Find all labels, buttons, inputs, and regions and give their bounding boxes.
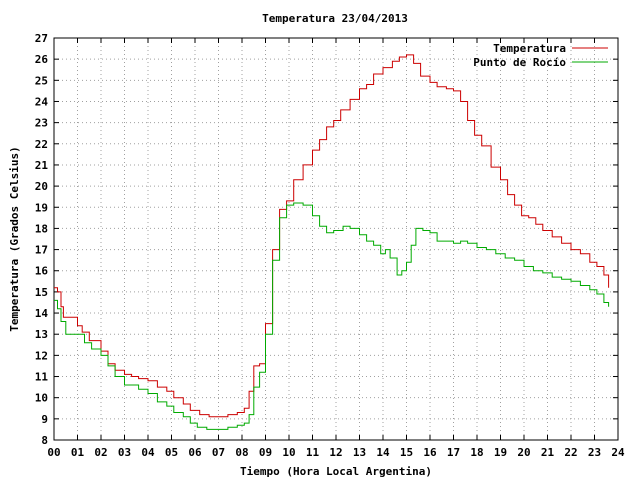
x-tick-label: 19	[494, 446, 507, 459]
y-tick-label: 12	[35, 349, 48, 362]
x-tick-label: 21	[541, 446, 555, 459]
y-tick-label: 16	[35, 265, 49, 278]
x-axis: 00 01 02 03 04 05 06 07 08 09 10 11 12 13 14 15 16 17 18 19…	[47, 38, 625, 459]
series-lines	[54, 54, 610, 430]
x-tick-label: 04	[141, 446, 155, 459]
grid	[54, 38, 618, 440]
y-tick-label: 26	[35, 53, 49, 66]
y-tick-label: 14	[35, 307, 49, 320]
x-tick-label: 00	[47, 446, 60, 459]
legend-label: Temperatura	[493, 42, 566, 55]
x-tick-label: 12	[329, 446, 342, 459]
x-tick-label: 08	[235, 446, 248, 459]
y-tick-label: 20	[35, 180, 48, 193]
y-tick-label: 11	[35, 371, 49, 384]
y-tick-label: 21	[35, 159, 49, 172]
x-tick-label: 06	[188, 446, 202, 459]
x-tick-label: 14	[376, 446, 390, 459]
x-tick-label: 09	[259, 446, 272, 459]
y-tick-label: 24	[35, 95, 49, 108]
series-line-1	[54, 54, 610, 418]
y-tick-label: 17	[35, 244, 48, 257]
chart-title: Temperatura 23/04/2013	[262, 12, 408, 25]
x-tick-label: 17	[447, 446, 460, 459]
y-tick-label: 19	[35, 201, 48, 214]
x-axis-label: Tiempo (Hora Local Argentina)	[240, 465, 432, 478]
y-tick-label: 13	[35, 328, 48, 341]
series-line-2	[54, 202, 610, 430]
x-tick-label: 10	[282, 446, 295, 459]
y-tick-label: 10	[35, 392, 48, 405]
x-tick-label: 23	[588, 446, 601, 459]
y-axis: 8 9 10 11 12 13 14 15 16 17 18 19 20 21 22 23 24 25 26 27	[35, 32, 618, 447]
x-tick-label: 20	[517, 446, 530, 459]
x-tick-label: 11	[306, 446, 320, 459]
x-tick-label: 15	[400, 446, 413, 459]
x-tick-label: 03	[118, 446, 131, 459]
y-tick-label: 15	[35, 286, 48, 299]
x-tick-label: 02	[94, 446, 107, 459]
y-tick-label: 9	[41, 413, 48, 426]
x-tick-label: 22	[564, 446, 577, 459]
y-tick-label: 27	[35, 32, 48, 45]
y-axis-label: Temperatura (Grados Celsius)	[8, 146, 21, 331]
y-tick-label: 18	[35, 222, 48, 235]
x-tick-label: 18	[470, 446, 483, 459]
x-tick-label: 13	[353, 446, 366, 459]
y-tick-label: 23	[35, 117, 48, 130]
y-tick-label: 8	[41, 434, 48, 447]
x-tick-label: 01	[71, 446, 85, 459]
legend-label: Punto de Rocío	[473, 56, 566, 69]
x-tick-label: 24	[611, 446, 625, 459]
x-tick-label: 16	[423, 446, 437, 459]
x-tick-label: 07	[212, 446, 225, 459]
y-tick-label: 22	[35, 138, 48, 151]
x-tick-label: 05	[165, 446, 178, 459]
y-tick-label: 25	[35, 74, 48, 87]
